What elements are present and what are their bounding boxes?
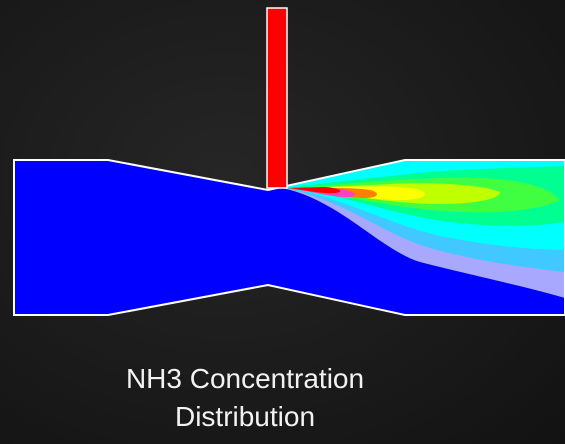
injector-pipe [266,7,288,189]
caption-line: Distribution [174,401,316,432]
concentration-plume [282,160,565,298]
duct-outline [13,159,565,316]
caption-line: NH3 Concentration [125,363,365,394]
caption: NH3 Concentration Distribution [0,360,490,436]
